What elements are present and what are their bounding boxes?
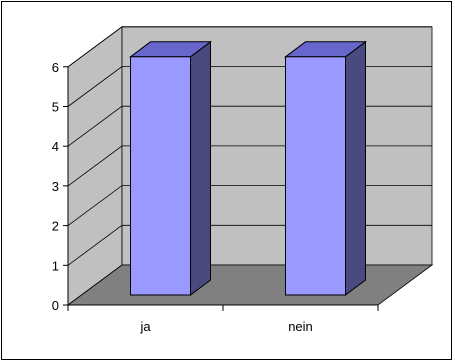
y-tick-label: 0	[52, 298, 59, 313]
chart-walls	[67, 26, 433, 306]
bar-nein	[284, 40, 367, 296]
y-tick-label: 1	[52, 258, 59, 273]
chart-floor	[66, 264, 434, 306]
y-tick-label: 5	[52, 100, 59, 115]
y-tick-label: 6	[52, 60, 59, 75]
bar-front	[130, 56, 191, 296]
y-tick-label: 3	[52, 179, 59, 194]
bar-ja	[129, 40, 212, 296]
bar-front	[285, 56, 346, 296]
y-tick-label: 2	[52, 219, 59, 234]
axes	[63, 66, 379, 311]
y-tick-label: 4	[52, 139, 59, 154]
bars	[129, 40, 367, 296]
x-tick-labels: ja nein	[139, 319, 312, 334]
x-tick-label: nein	[288, 319, 313, 334]
gridline	[67, 26, 432, 68]
bar-side	[345, 40, 366, 296]
bar-side	[190, 40, 211, 296]
x-tick-label: ja	[139, 319, 151, 334]
floor	[66, 264, 434, 306]
y-tick-labels: 0 1 2 3 4 5 6	[52, 60, 59, 313]
